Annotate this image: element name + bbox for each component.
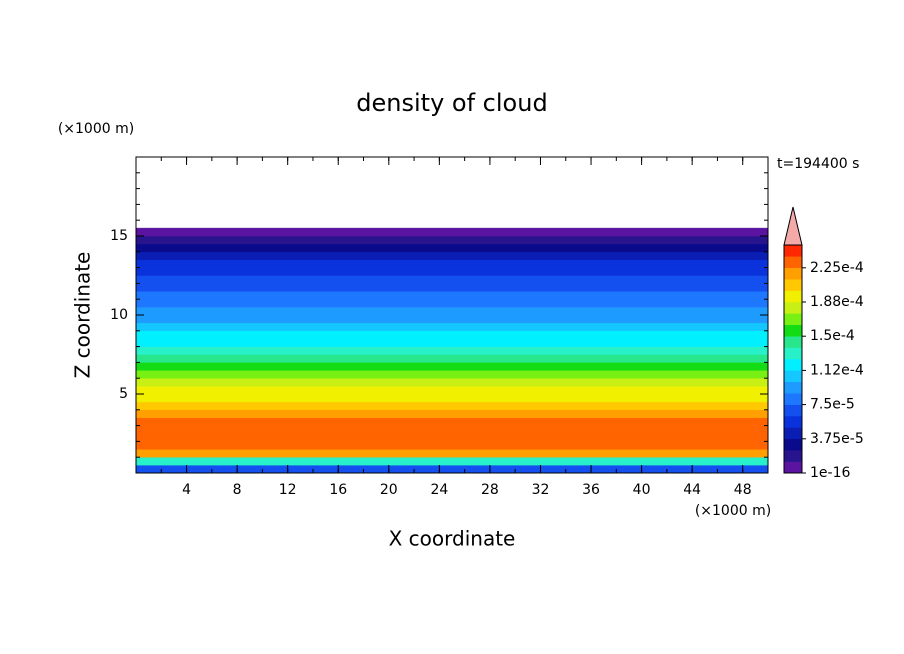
contour-band [135, 322, 769, 332]
contour-band [135, 251, 769, 260]
contour-band [135, 370, 769, 379]
colorbar-segment [783, 370, 803, 383]
colorbar-tick-label: 1.5e-4 [810, 328, 855, 344]
colorbar-tick-label: 1e-16 [810, 465, 850, 481]
contour-band [135, 433, 769, 442]
colorbar-tick-label: 1.88e-4 [810, 294, 864, 310]
contour-band [135, 449, 769, 458]
contour-band [135, 275, 769, 284]
colorbar-tick-label: 3.75e-5 [810, 431, 864, 447]
x-tick-label: 28 [481, 482, 499, 498]
colorbar-segment [783, 313, 803, 326]
colorbar-extend [783, 206, 803, 246]
contour-band [135, 354, 769, 363]
x-tick-label: 40 [633, 482, 651, 498]
annotation: t=194400 s [777, 156, 859, 172]
contour-band [135, 314, 769, 324]
chart-title: density of cloud [356, 89, 547, 117]
contour-band [135, 377, 769, 387]
x-tick-label: 32 [532, 482, 550, 498]
y-tick-label: 10 [110, 307, 128, 323]
x-tick-label: 44 [683, 482, 701, 498]
y-unit: (×1000 m) [58, 121, 134, 137]
contour-band [135, 393, 769, 403]
colorbar-segment [783, 427, 803, 440]
x-tick-label: 36 [582, 482, 600, 498]
contour-band [135, 291, 769, 300]
colorbar-segment [783, 290, 803, 303]
contour-band [135, 243, 769, 253]
x-tick-label: 20 [380, 482, 398, 498]
x-tick-label: 12 [279, 482, 297, 498]
colorbar-segment [783, 301, 803, 314]
x-tick-label: 24 [430, 482, 448, 498]
x-tick-label: 16 [329, 482, 347, 498]
contour-band [135, 385, 769, 395]
y-tick-label: 15 [110, 228, 128, 244]
x-tick-label: 48 [734, 482, 752, 498]
colorbar-tick-label: 1.12e-4 [810, 362, 864, 378]
colorbar-segment [783, 438, 803, 451]
contour-band [135, 346, 769, 355]
colorbar-segment [783, 358, 803, 371]
colorbar-segment [783, 392, 803, 405]
contour-band [135, 330, 769, 339]
colorbar-segment [783, 278, 803, 291]
contour-band [135, 235, 769, 245]
colorbar-segment [783, 347, 803, 360]
contour-band [135, 409, 769, 418]
contour-band [135, 259, 769, 268]
contour-band [135, 425, 769, 434]
colorbar-tick-label: 7.5e-5 [810, 397, 855, 413]
colorbar-segment [783, 461, 803, 474]
contour-band [135, 267, 769, 276]
colorbar-segment [783, 256, 803, 269]
contour-band [135, 401, 769, 411]
x-tick-label: 4 [182, 482, 191, 498]
colorbar-tick-label: 2.25e-4 [810, 260, 864, 276]
x-unit: (×1000 m) [695, 503, 771, 519]
colorbar-segment [783, 267, 803, 280]
contour-band [135, 306, 769, 316]
contour-band [135, 464, 769, 474]
y-tick-label: 5 [119, 386, 128, 402]
colorbar-segment [783, 415, 803, 428]
y-axis-label: Z coordinate [71, 252, 95, 379]
contour-band [135, 338, 769, 347]
colorbar-segment [783, 449, 803, 462]
contour-band [135, 298, 769, 308]
colorbar-segment [783, 244, 803, 257]
contour-band [135, 362, 769, 371]
colorbar-segment [783, 404, 803, 417]
x-tick-label: 8 [233, 482, 242, 498]
colorbar-segment [783, 381, 803, 394]
contour-band [135, 283, 769, 292]
x-axis-label: X coordinate [389, 527, 516, 551]
contour-band [135, 441, 769, 450]
contour-band [135, 417, 769, 426]
colorbar-segment [783, 335, 803, 348]
colorbar-segment [783, 324, 803, 337]
contour-band [135, 456, 769, 466]
contour-band [135, 227, 769, 237]
